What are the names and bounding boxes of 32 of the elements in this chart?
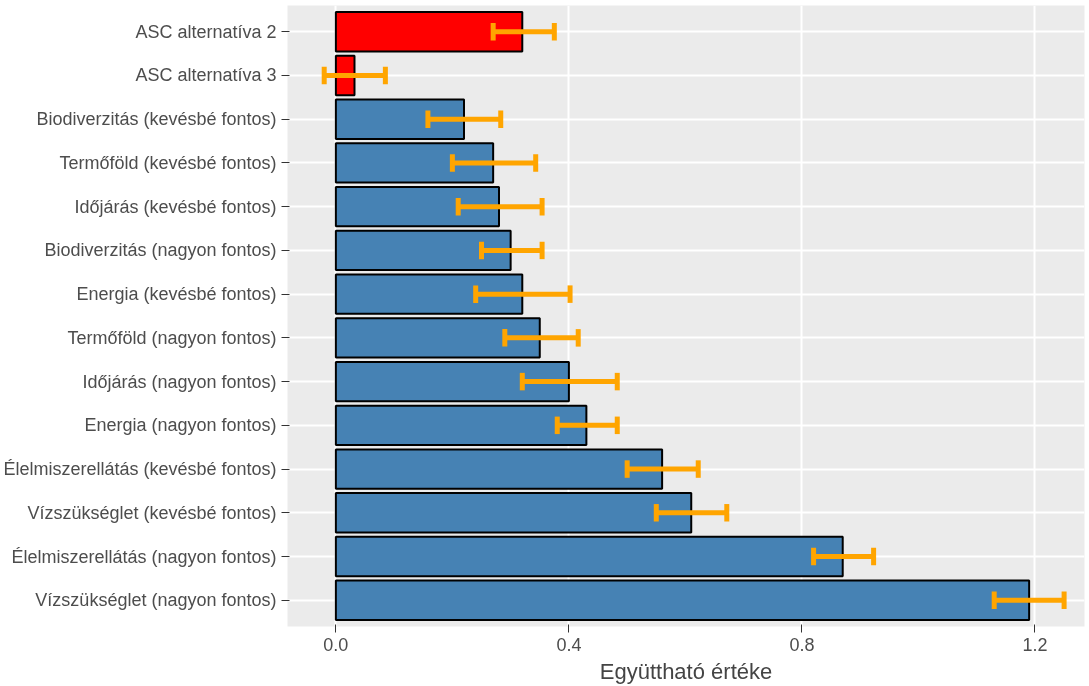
bar	[334, 98, 466, 140]
x-tick-label: 0.4	[556, 634, 582, 655]
y-tick-label: Energia (nagyon fontos)	[84, 415, 277, 436]
bar	[334, 448, 664, 490]
bar	[334, 317, 541, 359]
y-tick-label: Termőföld (kevésbé fontos)	[59, 152, 277, 173]
y-tick-label: Időjárás (kevésbé fontos)	[74, 196, 277, 217]
y-tick-label: Biodiverzitás (nagyon fontos)	[44, 240, 277, 261]
x-axis-title: Együttható értéke	[599, 658, 773, 684]
bar	[334, 404, 588, 447]
x-tick-label: 1.2	[1022, 634, 1048, 655]
bar	[334, 535, 844, 578]
bar	[334, 492, 693, 534]
bar	[334, 360, 570, 403]
y-tick-label: ASC alternatíva 3	[135, 65, 277, 86]
y-tick-label: Vízszükséglet (kevésbé fontos)	[27, 502, 277, 523]
y-tick-label: Energia (kevésbé fontos)	[76, 284, 277, 305]
y-tick-label: Élelmiszerellátás (nagyon fontos)	[11, 546, 277, 567]
y-tick-label: Élelmiszerellátás (kevésbé fontos)	[3, 459, 277, 480]
x-tick-label: 0.8	[789, 634, 815, 655]
bar	[334, 142, 495, 184]
bar	[334, 229, 512, 272]
bar	[334, 11, 524, 53]
y-tick-label: Időjárás (nagyon fontos)	[82, 371, 277, 392]
y-tick-label: Biodiverzitás (kevésbé fontos)	[36, 109, 277, 130]
y-tick-label: Termőföld (nagyon fontos)	[67, 327, 277, 348]
bar	[334, 273, 524, 315]
x-tick-label: 0.0	[323, 634, 349, 655]
bar	[334, 185, 500, 228]
bar	[334, 579, 1031, 621]
y-tick-label: ASC alternatíva 2	[135, 21, 277, 42]
y-tick-label: Vízszükséglet (nagyon fontos)	[35, 590, 277, 611]
